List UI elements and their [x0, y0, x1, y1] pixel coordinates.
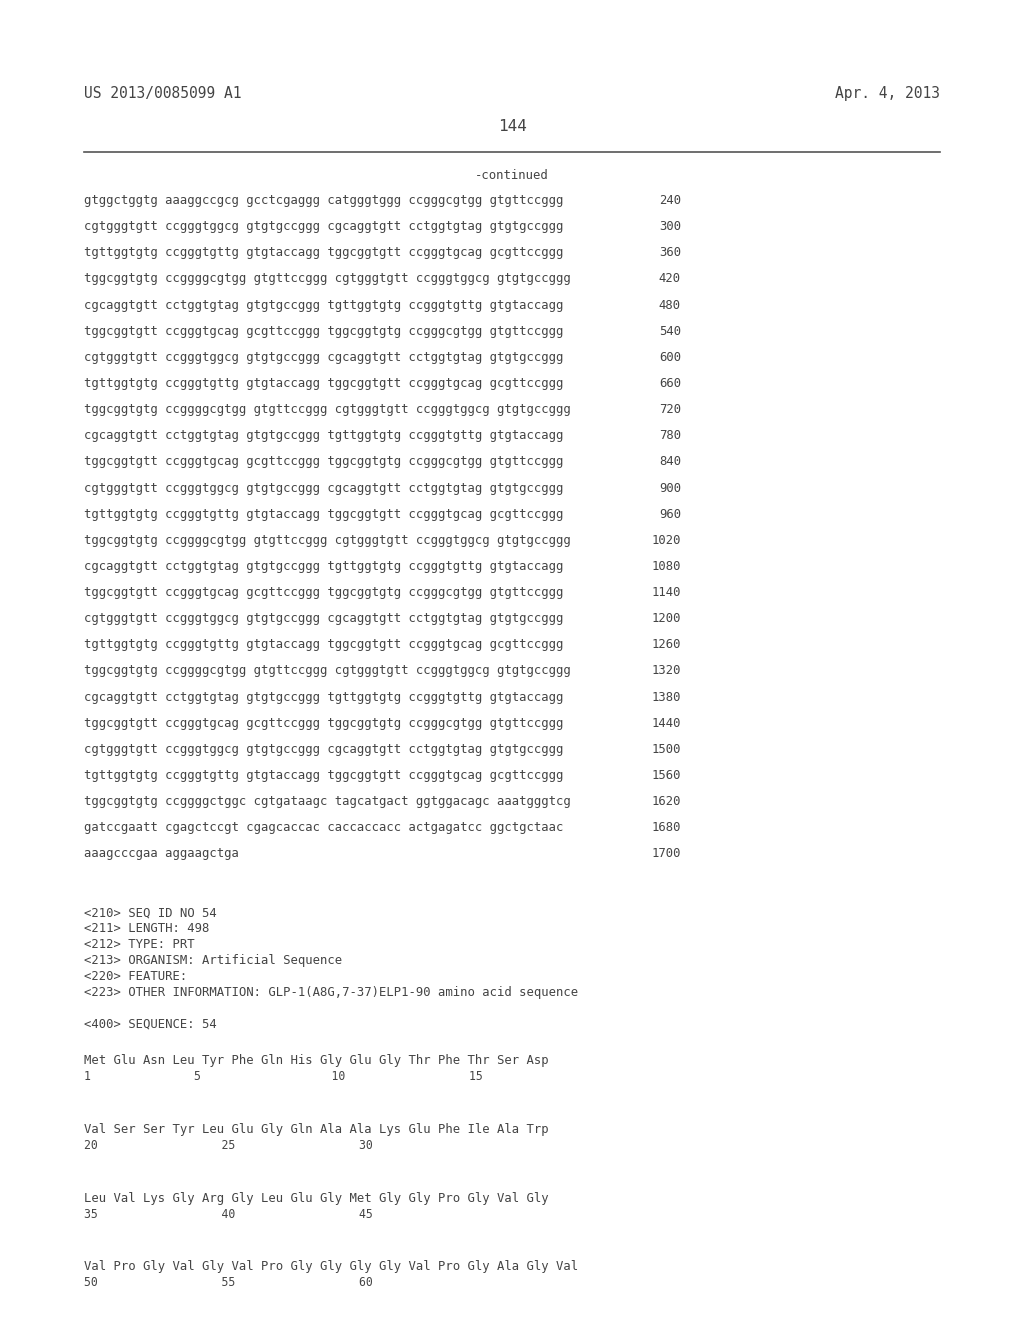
Text: cgtgggtgtt ccgggtggcg gtgtgccggg cgcaggtgtt cctggtgtag gtgtgccggg: cgtgggtgtt ccgggtggcg gtgtgccggg cgcaggt… [84, 351, 563, 364]
Text: cgtgggtgtt ccgggtggcg gtgtgccggg cgcaggtgtt cctggtgtag gtgtgccggg: cgtgggtgtt ccgggtggcg gtgtgccggg cgcaggt… [84, 743, 563, 756]
Text: tggcggtgtt ccgggtgcag gcgttccggg tggcggtgtg ccgggcgtgg gtgttccggg: tggcggtgtt ccgggtgcag gcgttccggg tggcggt… [84, 717, 563, 730]
Text: cgcaggtgtt cctggtgtag gtgtgccggg tgttggtgtg ccgggtgttg gtgtaccagg: cgcaggtgtt cctggtgtag gtgtgccggg tgttggt… [84, 690, 563, 704]
Text: 720: 720 [658, 403, 681, 416]
Text: cgcaggtgtt cctggtgtag gtgtgccggg tgttggtgtg ccgggtgttg gtgtaccagg: cgcaggtgtt cctggtgtag gtgtgccggg tgttggt… [84, 560, 563, 573]
Text: 780: 780 [658, 429, 681, 442]
Text: aaagcccgaa aggaagctga: aaagcccgaa aggaagctga [84, 847, 239, 861]
Text: <213> ORGANISM: Artificial Sequence: <213> ORGANISM: Artificial Sequence [84, 954, 342, 968]
Text: 1080: 1080 [651, 560, 681, 573]
Text: Val Ser Ser Tyr Leu Glu Gly Gln Ala Ala Lys Glu Phe Ile Ala Trp: Val Ser Ser Tyr Leu Glu Gly Gln Ala Ala … [84, 1123, 549, 1137]
Text: 1440: 1440 [651, 717, 681, 730]
Text: tggcggtgtt ccgggtgcag gcgttccggg tggcggtgtg ccgggcgtgg gtgttccggg: tggcggtgtt ccgggtgcag gcgttccggg tggcggt… [84, 586, 563, 599]
Text: tgttggtgtg ccgggtgttg gtgtaccagg tggcggtgtt ccgggtgcag gcgttccggg: tgttggtgtg ccgggtgttg gtgtaccagg tggcggt… [84, 770, 563, 781]
Text: 1560: 1560 [651, 770, 681, 781]
Text: 50                  55                  60: 50 55 60 [84, 1276, 373, 1290]
Text: cgcaggtgtt cctggtgtag gtgtgccggg tgttggtgtg ccgggtgttg gtgtaccagg: cgcaggtgtt cctggtgtag gtgtgccggg tgttggt… [84, 298, 563, 312]
Text: 1140: 1140 [651, 586, 681, 599]
Text: tggcggtgtg ccggggctggc cgtgataagc tagcatgact ggtggacagc aaatgggtcg: tggcggtgtg ccggggctggc cgtgataagc tagcat… [84, 795, 570, 808]
Text: tgttggtgtg ccgggtgttg gtgtaccagg tggcggtgtt ccgggtgcag gcgttccggg: tgttggtgtg ccgggtgttg gtgtaccagg tggcggt… [84, 378, 563, 389]
Text: Val Pro Gly Val Gly Val Pro Gly Gly Gly Gly Val Pro Gly Ala Gly Val: Val Pro Gly Val Gly Val Pro Gly Gly Gly … [84, 1261, 579, 1274]
Text: tggcggtgtg ccggggcgtgg gtgttccggg cgtgggtgtt ccgggtggcg gtgtgccggg: tggcggtgtg ccggggcgtgg gtgttccggg cgtggg… [84, 272, 570, 285]
Text: 1320: 1320 [651, 664, 681, 677]
Text: 900: 900 [658, 482, 681, 495]
Text: Apr. 4, 2013: Apr. 4, 2013 [835, 86, 940, 100]
Text: 1200: 1200 [651, 612, 681, 626]
Text: 1680: 1680 [651, 821, 681, 834]
Text: 840: 840 [658, 455, 681, 469]
Text: 1               5                   10                  15: 1 5 10 15 [84, 1071, 482, 1084]
Text: cgtgggtgtt ccgggtggcg gtgtgccggg cgcaggtgtt cctggtgtag gtgtgccggg: cgtgggtgtt ccgggtggcg gtgtgccggg cgcaggt… [84, 220, 563, 234]
Text: 144: 144 [498, 119, 526, 133]
Text: 300: 300 [658, 220, 681, 234]
Text: <212> TYPE: PRT: <212> TYPE: PRT [84, 939, 195, 952]
Text: 660: 660 [658, 378, 681, 389]
Text: cgcaggtgtt cctggtgtag gtgtgccggg tgttggtgtg ccgggtgttg gtgtaccagg: cgcaggtgtt cctggtgtag gtgtgccggg tgttggt… [84, 429, 563, 442]
Text: 240: 240 [658, 194, 681, 207]
Text: 540: 540 [658, 325, 681, 338]
Text: tgttggtgtg ccgggtgttg gtgtaccagg tggcggtgtt ccgggtgcag gcgttccggg: tgttggtgtg ccgggtgttg gtgtaccagg tggcggt… [84, 247, 563, 259]
Text: gtggctggtg aaaggccgcg gcctcgaggg catgggtggg ccgggcgtgg gtgttccggg: gtggctggtg aaaggccgcg gcctcgaggg catgggt… [84, 194, 563, 207]
Text: US 2013/0085099 A1: US 2013/0085099 A1 [84, 86, 242, 100]
Text: Met Glu Asn Leu Tyr Phe Gln His Gly Glu Gly Thr Phe Thr Ser Asp: Met Glu Asn Leu Tyr Phe Gln His Gly Glu … [84, 1055, 549, 1068]
Text: 1020: 1020 [651, 533, 681, 546]
Text: 420: 420 [658, 272, 681, 285]
Text: cgtgggtgtt ccgggtggcg gtgtgccggg cgcaggtgtt cctggtgtag gtgtgccggg: cgtgggtgtt ccgggtggcg gtgtgccggg cgcaggt… [84, 612, 563, 626]
Text: 1700: 1700 [651, 847, 681, 861]
Text: tggcggtgtg ccggggcgtgg gtgttccggg cgtgggtgtt ccgggtggcg gtgtgccggg: tggcggtgtg ccggggcgtgg gtgttccggg cgtggg… [84, 664, 570, 677]
Text: tggcggtgtg ccggggcgtgg gtgttccggg cgtgggtgtt ccgggtggcg gtgtgccggg: tggcggtgtg ccggggcgtgg gtgttccggg cgtggg… [84, 403, 570, 416]
Text: <223> OTHER INFORMATION: GLP-1(A8G,7-37)ELP1-90 amino acid sequence: <223> OTHER INFORMATION: GLP-1(A8G,7-37)… [84, 986, 579, 999]
Text: 1260: 1260 [651, 639, 681, 651]
Text: tgttggtgtg ccgggtgttg gtgtaccagg tggcggtgtt ccgggtgcag gcgttccggg: tgttggtgtg ccgggtgttg gtgtaccagg tggcggt… [84, 508, 563, 520]
Text: <400> SEQUENCE: 54: <400> SEQUENCE: 54 [84, 1018, 217, 1031]
Text: Leu Val Lys Gly Arg Gly Leu Glu Gly Met Gly Gly Pro Gly Val Gly: Leu Val Lys Gly Arg Gly Leu Glu Gly Met … [84, 1192, 549, 1205]
Text: -continued: -continued [475, 169, 549, 182]
Text: 35                  40                  45: 35 40 45 [84, 1208, 373, 1221]
Text: gatccgaatt cgagctccgt cgagcaccac caccaccacc actgagatcc ggctgctaac: gatccgaatt cgagctccgt cgagcaccac caccacc… [84, 821, 563, 834]
Text: <211> LENGTH: 498: <211> LENGTH: 498 [84, 923, 209, 936]
Text: <210> SEQ ID NO 54: <210> SEQ ID NO 54 [84, 907, 217, 920]
Text: 480: 480 [658, 298, 681, 312]
Text: 20                  25                  30: 20 25 30 [84, 1139, 373, 1152]
Text: tgttggtgtg ccgggtgttg gtgtaccagg tggcggtgtt ccgggtgcag gcgttccggg: tgttggtgtg ccgggtgttg gtgtaccagg tggcggt… [84, 639, 563, 651]
Text: 1620: 1620 [651, 795, 681, 808]
Text: cgtgggtgtt ccgggtggcg gtgtgccggg cgcaggtgtt cctggtgtag gtgtgccggg: cgtgggtgtt ccgggtggcg gtgtgccggg cgcaggt… [84, 482, 563, 495]
Text: 360: 360 [658, 247, 681, 259]
Text: 1380: 1380 [651, 690, 681, 704]
Text: 960: 960 [658, 508, 681, 520]
Text: <220> FEATURE:: <220> FEATURE: [84, 970, 187, 983]
Text: 600: 600 [658, 351, 681, 364]
Text: 1500: 1500 [651, 743, 681, 756]
Text: tggcggtgtt ccgggtgcag gcgttccggg tggcggtgtg ccgggcgtgg gtgttccggg: tggcggtgtt ccgggtgcag gcgttccggg tggcggt… [84, 325, 563, 338]
Text: tggcggtgtg ccggggcgtgg gtgttccggg cgtgggtgtt ccgggtggcg gtgtgccggg: tggcggtgtg ccggggcgtgg gtgttccggg cgtggg… [84, 533, 570, 546]
Text: tggcggtgtt ccgggtgcag gcgttccggg tggcggtgtg ccgggcgtgg gtgttccggg: tggcggtgtt ccgggtgcag gcgttccggg tggcggt… [84, 455, 563, 469]
